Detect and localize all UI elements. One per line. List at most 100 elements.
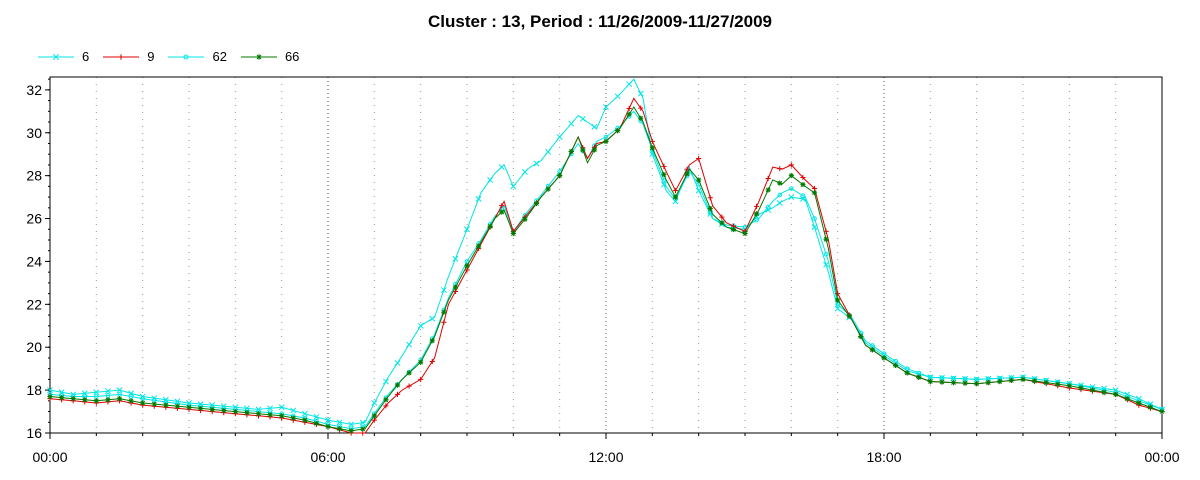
data-point bbox=[719, 220, 725, 226]
data-point bbox=[1055, 381, 1061, 387]
data-point bbox=[533, 160, 540, 167]
data-point bbox=[429, 315, 436, 322]
data-point bbox=[788, 162, 794, 168]
data-point bbox=[383, 397, 389, 403]
data-point bbox=[464, 263, 470, 269]
data-point bbox=[684, 171, 690, 177]
data-point bbox=[47, 387, 53, 394]
data-point bbox=[672, 194, 679, 200]
data-point bbox=[916, 374, 922, 380]
legend-marker bbox=[118, 53, 125, 60]
data-point bbox=[336, 426, 343, 432]
data-point bbox=[186, 404, 192, 410]
data-point bbox=[487, 176, 494, 183]
legend-item-6: 6 bbox=[38, 49, 89, 64]
legend-swatch bbox=[103, 53, 140, 60]
y-tick-label: 18 bbox=[26, 382, 42, 398]
data-point bbox=[962, 380, 968, 386]
data-point bbox=[556, 134, 563, 141]
data-point bbox=[105, 397, 111, 403]
data-point bbox=[418, 359, 424, 365]
data-point bbox=[765, 204, 771, 210]
data-point bbox=[290, 407, 297, 414]
data-point bbox=[777, 180, 783, 186]
data-point bbox=[487, 223, 493, 230]
data-point bbox=[394, 359, 401, 366]
data-point bbox=[1031, 378, 1038, 384]
data-point bbox=[151, 401, 157, 407]
data-point bbox=[290, 415, 296, 421]
data-point bbox=[846, 313, 852, 319]
y-tick-label: 22 bbox=[26, 296, 42, 312]
data-point bbox=[545, 186, 551, 192]
data-point bbox=[163, 402, 169, 408]
legend-marker-shape bbox=[256, 53, 262, 60]
chart-title: Cluster : 13, Period : 11/26/2009-11/27/… bbox=[428, 12, 772, 31]
data-point bbox=[603, 104, 609, 110]
data-point bbox=[557, 173, 563, 179]
data-point bbox=[638, 115, 644, 121]
legend-marker bbox=[256, 53, 262, 60]
data-point bbox=[823, 261, 830, 268]
data-point bbox=[1008, 377, 1015, 384]
data-point bbox=[93, 398, 99, 404]
data-point bbox=[661, 171, 667, 178]
legend-swatch bbox=[168, 54, 205, 59]
data-point bbox=[696, 177, 702, 183]
plot-border bbox=[49, 76, 1163, 434]
data-point bbox=[974, 381, 980, 387]
data-point bbox=[313, 413, 320, 420]
series-line-66 bbox=[49, 106, 1163, 432]
data-point bbox=[591, 123, 598, 130]
x-tick-label: 00:00 bbox=[1144, 449, 1179, 465]
legend-marker-shape bbox=[118, 53, 125, 60]
data-point bbox=[904, 370, 910, 376]
data-point bbox=[1101, 389, 1107, 395]
data-point bbox=[394, 382, 401, 388]
data-point bbox=[1113, 391, 1119, 397]
data-point bbox=[174, 403, 181, 409]
legend-marker-shape bbox=[183, 54, 189, 59]
data-point bbox=[417, 322, 424, 329]
data-point bbox=[498, 164, 505, 171]
data-point bbox=[626, 81, 633, 88]
series-66 bbox=[47, 106, 1165, 434]
legend-swatch bbox=[240, 53, 277, 60]
data-point bbox=[244, 410, 250, 416]
legend-item-66: 66 bbox=[240, 49, 299, 64]
data-point bbox=[452, 284, 459, 290]
data-point bbox=[672, 188, 679, 194]
data-point bbox=[313, 420, 320, 426]
data-point bbox=[1136, 400, 1142, 406]
data-point bbox=[788, 173, 794, 179]
legend-label: 6 bbox=[82, 49, 90, 64]
data-point bbox=[359, 419, 366, 426]
data-point bbox=[776, 200, 783, 206]
data-point bbox=[637, 90, 644, 97]
data-point bbox=[1089, 387, 1096, 393]
legend-marker bbox=[183, 54, 189, 59]
y-tick-label: 24 bbox=[26, 253, 42, 269]
data-point bbox=[753, 211, 760, 217]
legend-item-9: 9 bbox=[103, 49, 154, 64]
data-point bbox=[197, 405, 204, 411]
data-point bbox=[58, 395, 65, 401]
data-point bbox=[754, 217, 759, 223]
data-point bbox=[394, 391, 401, 397]
data-point bbox=[950, 380, 957, 386]
data-point bbox=[719, 214, 725, 220]
data-point bbox=[371, 413, 377, 419]
data-point bbox=[545, 148, 552, 155]
legend-marker-shape bbox=[52, 53, 60, 60]
data-point bbox=[858, 333, 864, 340]
legend-label: 9 bbox=[147, 49, 155, 64]
x-tick-label: 12:00 bbox=[588, 449, 623, 465]
data-point bbox=[279, 413, 285, 419]
data-point bbox=[1159, 408, 1165, 415]
data-point bbox=[499, 209, 505, 215]
data-point bbox=[823, 251, 829, 257]
x-tick-label: 00:00 bbox=[32, 449, 67, 465]
data-point bbox=[1066, 383, 1072, 389]
data-point bbox=[302, 417, 308, 423]
data-point bbox=[441, 309, 447, 315]
